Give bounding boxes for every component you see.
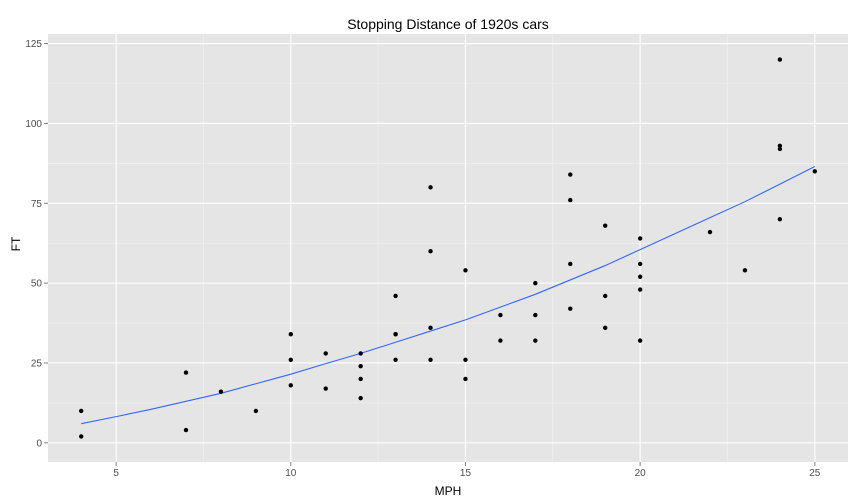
data-point — [603, 325, 608, 331]
data-point — [812, 169, 818, 174]
data-point — [183, 370, 189, 375]
data-point — [393, 357, 398, 362]
data-point — [568, 197, 573, 203]
minor-gridlines — [48, 34, 848, 462]
data-point — [637, 274, 643, 279]
data-point — [428, 325, 433, 331]
data-point — [637, 338, 643, 343]
data-point — [603, 223, 608, 228]
data-point — [358, 363, 363, 369]
data-points — [78, 57, 818, 439]
data-point — [498, 312, 503, 318]
data-point — [393, 332, 398, 337]
data-point — [78, 434, 84, 439]
data-point — [288, 357, 293, 362]
data-point — [533, 338, 538, 343]
data-point — [323, 386, 328, 391]
y-tick-label: 100 — [25, 119, 42, 130]
data-point — [253, 408, 259, 414]
data-point — [78, 408, 84, 414]
data-point — [218, 389, 224, 394]
x-tick-label: 10 — [285, 468, 297, 479]
data-point — [183, 427, 189, 433]
data-point — [323, 351, 328, 356]
data-point — [637, 261, 643, 267]
data-point — [568, 261, 573, 267]
chart-title: Stopping Distance of 1920s cars — [347, 16, 549, 32]
data-point — [568, 172, 573, 177]
y-tick-label: 25 — [31, 358, 43, 369]
plot-panel — [48, 34, 848, 462]
x-tick-label: 25 — [809, 468, 821, 479]
major-gridlines — [48, 34, 848, 462]
data-point — [777, 143, 783, 148]
y-axis-title: FT — [9, 236, 23, 251]
data-point — [358, 376, 363, 382]
trend-line — [81, 166, 816, 425]
data-point — [603, 293, 608, 299]
data-point — [393, 293, 398, 299]
data-point — [637, 287, 643, 292]
data-point — [533, 312, 538, 318]
data-point — [637, 236, 643, 241]
data-point — [463, 268, 468, 273]
y-axis: 0 25 50 75 100 125 — [25, 39, 48, 449]
data-point — [533, 280, 538, 286]
x-tick-label: 5 — [113, 468, 119, 479]
data-point — [777, 146, 783, 152]
data-point — [742, 268, 748, 273]
y-tick-label: 50 — [31, 279, 43, 290]
data-point — [288, 332, 293, 337]
data-point — [707, 229, 713, 235]
data-point — [498, 338, 503, 343]
data-point — [358, 351, 363, 356]
data-point — [428, 357, 433, 362]
data-point — [568, 306, 573, 311]
y-tick-label: 125 — [25, 39, 42, 50]
x-axis-title: MPH — [435, 484, 462, 498]
data-point — [428, 185, 433, 190]
x-axis: 5 10 15 20 25 — [113, 462, 821, 479]
data-point — [288, 383, 293, 388]
x-tick-label: 15 — [460, 468, 472, 479]
data-point — [428, 248, 433, 254]
x-tick-label: 20 — [635, 468, 647, 479]
data-point — [777, 217, 783, 222]
data-point — [777, 57, 783, 62]
data-point — [358, 395, 363, 401]
data-point — [463, 357, 468, 362]
data-point — [463, 376, 468, 382]
y-tick-label: 75 — [31, 199, 43, 210]
y-tick-label: 0 — [36, 438, 42, 449]
